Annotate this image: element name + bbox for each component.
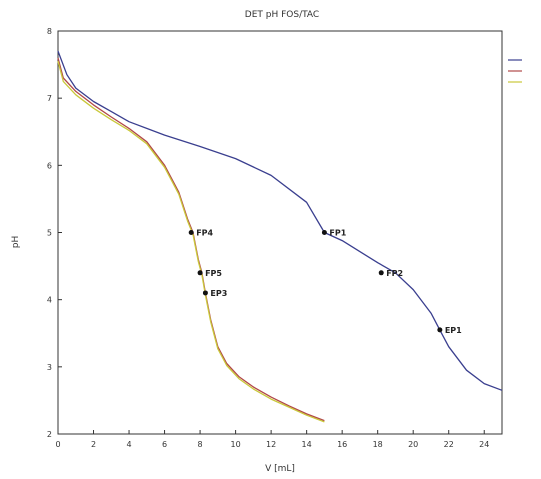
point-label: EP1: [445, 326, 462, 335]
point-label: FP4: [196, 229, 213, 238]
point-marker: [188, 230, 194, 235]
y-tick-label: 6: [47, 161, 52, 170]
x-tick-label: 14: [302, 440, 312, 449]
point-label: FP1: [329, 229, 346, 238]
y-tick-label: 5: [47, 229, 52, 238]
point-label: EP3: [210, 289, 227, 298]
point-marker: [202, 290, 208, 296]
y-axis-ticks: 2 3 4 5 6 7 8: [47, 27, 62, 439]
x-tick-label: 18: [373, 440, 383, 449]
y-axis-label: pH: [11, 236, 21, 248]
x-tick-label: 10: [231, 440, 241, 449]
x-tick-label: 20: [408, 440, 418, 449]
series-line-1: [57, 50, 503, 391]
x-axis-label: V [mL]: [265, 464, 295, 474]
point-marker: [378, 270, 384, 276]
y-tick-label: 3: [47, 363, 52, 372]
y-tick-label: 4: [47, 296, 52, 305]
y-tick-label: 7: [47, 94, 52, 103]
point-label: FP5: [205, 269, 222, 278]
x-axis-ticks: 0 2 4 6 8 10 12 14 16 18 20 22 24: [55, 430, 489, 449]
series-line-2: [57, 57, 325, 422]
x-tick-label: 12: [266, 440, 276, 449]
x-tick-label: 24: [479, 440, 489, 449]
series-line-3: [57, 61, 325, 423]
points-layer: FP1 FP2 EP1 FP4 FP5 EP3: [188, 229, 462, 335]
x-tick-label: 2: [91, 440, 96, 449]
x-tick-label: 16: [337, 440, 347, 449]
legend: [508, 59, 522, 83]
y-tick-label: 2: [47, 430, 52, 439]
series-layer: [57, 50, 503, 423]
x-tick-label: 6: [162, 440, 167, 449]
chart-title: DET pH FOS/TAC: [245, 10, 319, 20]
y-tick-label: 8: [47, 27, 52, 36]
point-label: FP2: [386, 269, 403, 278]
point-marker: [437, 327, 443, 333]
x-tick-label: 8: [198, 440, 203, 449]
point-marker: [321, 230, 327, 235]
x-tick-label: 4: [126, 440, 131, 449]
point-marker: [197, 270, 203, 276]
plot-frame: [57, 30, 503, 435]
x-tick-label: 22: [444, 440, 454, 449]
x-tick-label: 0: [55, 440, 60, 449]
